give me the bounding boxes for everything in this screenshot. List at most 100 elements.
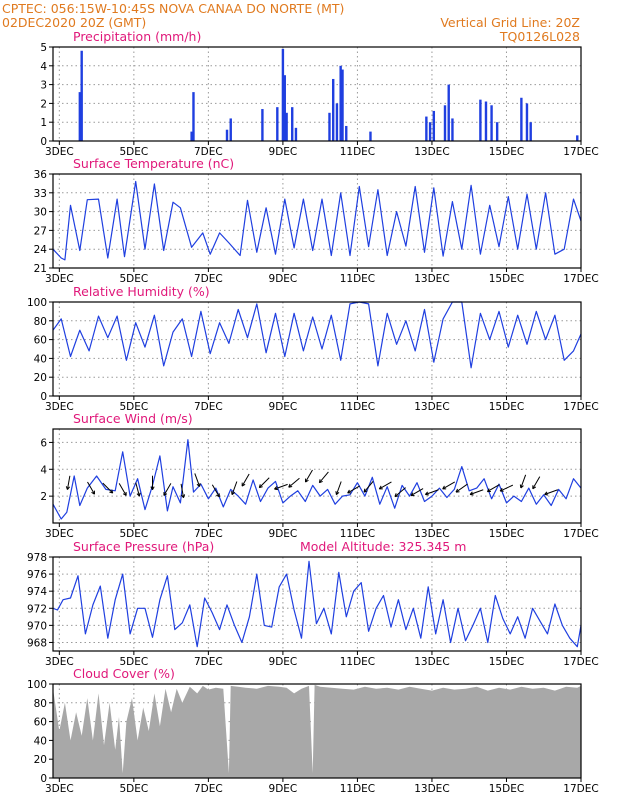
temp-xtick-label: 11DEC [340,273,375,285]
cloud-cover-panel: Cloud Cover (%) 0 20 40 60 80 100 3DEC 5DEC 7DEC… [27,666,599,795]
cloud-ytick-label: 40 [34,735,47,747]
precip-ytick-label: 0 [40,136,47,148]
rh-ytick-label: 40 [34,353,47,365]
precip-bar [447,84,450,141]
wind-direction-arrow [544,489,558,496]
pres-series-line [52,560,582,648]
precip-bar [495,122,499,141]
precip-bar [425,116,428,141]
precip-bar [432,110,436,141]
wind-xtick-label: 13DEC [414,528,449,540]
precipitation-panel: Precipitation (mm/h) 0 1 2 3 4 5 3DEC 5DEC 7DEC 9… [40,29,598,158]
wind-direction-arrow [455,483,468,493]
precip-bar [190,131,193,141]
rh-series-line [52,301,582,369]
cloud-area [53,684,581,778]
temp-ytick-label: 21 [34,263,47,275]
cloud-ytick-label: 100 [27,679,47,691]
pres-frame [52,556,582,652]
temperature-panel-plot: 21 24 27 30 33 36 3DEC 5DEC 7DEC 9DEC 11DEC 13DEC 15… [34,169,599,285]
precip-bar [335,103,339,141]
temp-xtick-label: 9DEC [269,273,298,285]
pres-xtick-label: 9DEC [269,656,298,668]
temp-frame [52,173,582,269]
wind-direction-arrow [87,481,96,495]
wind-direction-arrow [274,483,288,491]
cloud-xtick-label: 3DEC [45,783,74,795]
precip-ytick-label: 2 [40,98,47,110]
precipitation-panel-plot: 0 1 2 3 4 5 3DEC 5DEC 7DEC 9DEC 11DEC 13DEC 15DEC 17D… [40,42,598,158]
pres-xtick-label: 15DEC [489,656,524,668]
humidity-panel-plot: 0 20 40 60 80 100 3DEC 5DEC 7DEC 9DEC 11DEC 13DEC 15… [27,297,599,413]
wind-xtick-label: 15DEC [489,528,524,540]
pressure-panel-title: Surface Pressure (hPa) [73,539,214,554]
temperature-panel-title: Surface Temperature (nC) [73,156,234,171]
wind-direction-arrow [65,475,71,490]
pres-xtick-label: 3DEC [45,656,74,668]
wind-ytick-label: 4 [40,464,47,476]
cloud-ytick-label: 80 [34,698,47,710]
cloud-xtick-label: 13DEC [414,783,449,795]
precip-ytick-label: 3 [40,80,47,92]
precip-bar [332,78,335,141]
temp-xtick-label: 3DEC [45,273,74,285]
pres-xtick-label: 17DEC [563,656,598,668]
precip-bar [520,97,523,141]
model-altitude-annotation: Model Altitude: 325.345 m [300,539,466,554]
wind-direction-arrow [424,489,439,496]
temp-series-line [52,180,582,261]
rh-xtick-label: 5DEC [119,401,148,413]
pressure-panel: Surface Pressure (hPa) Model Altitude: 3… [27,539,599,668]
precip-bar [443,105,447,141]
precip-xtick-label: 9DEC [269,146,298,158]
wind-xtick-label: 7DEC [194,528,223,540]
precipitation-panel-title: Precipitation (mm/h) [73,29,201,44]
rh-xtick-label: 17DEC [563,401,598,413]
wind-direction-arrow [211,484,220,498]
wind-direction-arrow [335,481,342,496]
wind-xtick-label: 11DEC [340,528,375,540]
pres-ytick-label: 976 [27,569,47,581]
precip-frame [52,46,582,142]
header-datetime: 02DEC2020 20Z (GMT) [2,15,146,30]
precip-bar [283,75,286,141]
precip-bar [285,112,288,141]
wind-panel-plot: 2 4 6 3DEC 5DEC 7DEC 9DEC 11DEC 13DEC 15DEC 17DEC [40,428,599,540]
wind-direction-arrow [163,483,172,496]
rh-xtick-label: 13DEC [414,401,449,413]
rh-ytick-label: 80 [34,316,47,328]
precip-bar [428,122,432,141]
wind-panel-title: Surface Wind (m/s) [73,411,193,426]
precip-bar [291,107,294,141]
wind-direction-arrow [241,473,250,487]
cloud-xtick-label: 7DEC [194,783,223,795]
temp-ytick-label: 36 [34,169,48,181]
precip-bar [576,135,579,141]
precip-ytick-label: 1 [40,117,47,129]
pres-ytick-label: 972 [27,603,47,615]
pres-ytick-label: 968 [27,637,47,649]
rh-ytick-label: 0 [40,391,47,403]
rh-xtick-label: 9DEC [269,401,298,413]
wind-direction-arrow [194,473,201,487]
wind-direction-arrow [118,483,127,496]
wind-series-line [52,439,582,520]
precip-bar [525,103,529,141]
pres-ytick-label: 974 [27,586,47,598]
wind-direction-arrow [499,484,514,492]
temp-ytick-label: 33 [34,188,47,200]
wind-direction-arrow [410,488,424,497]
precip-bar [479,99,482,141]
precip-xtick-label: 3DEC [45,146,74,158]
wind-direction-arrow [378,481,392,490]
wind-direction-arrow [304,469,313,483]
wind-direction-arrow [486,484,500,493]
wind-direction-arrow [394,487,406,498]
precip-xtick-label: 11DEC [340,146,375,158]
precip-bar [529,122,532,141]
precip-bar [341,69,344,141]
wind-xtick-label: 3DEC [45,528,74,540]
cloud-ytick-label: 60 [34,717,47,729]
